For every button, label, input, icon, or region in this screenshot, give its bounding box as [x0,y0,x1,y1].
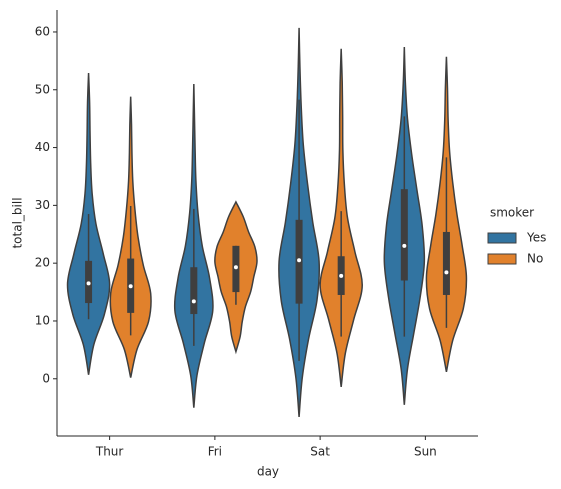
y-tick-label: 50 [35,82,50,96]
legend-swatch [487,232,517,244]
median [339,273,344,278]
median [402,243,407,248]
y-tick-label: 10 [35,313,50,327]
x-tick-label: Fri [208,445,222,459]
legend-label: No [527,252,543,266]
median [86,281,91,286]
y-axis-label: total_bill [11,197,25,248]
box [190,267,198,315]
x-tick-label: Sun [414,445,437,459]
y-tick-label: 0 [42,371,50,385]
median [444,270,449,275]
legend-swatch [487,253,517,265]
legend-label: Yes [526,231,546,245]
box [400,189,408,281]
x-tick-label: Thur [95,445,124,459]
median [191,299,196,304]
y-tick-label: 20 [35,256,50,270]
y-tick-label: 40 [35,140,50,154]
y-tick-label: 30 [35,198,50,212]
median [233,265,238,270]
legend-title: smoker [490,206,534,220]
median [297,258,302,263]
median [128,284,133,289]
box [442,231,450,295]
y-tick-label: 60 [35,24,50,38]
x-axis-label: day [257,465,279,479]
x-tick-label: Sat [310,445,330,459]
